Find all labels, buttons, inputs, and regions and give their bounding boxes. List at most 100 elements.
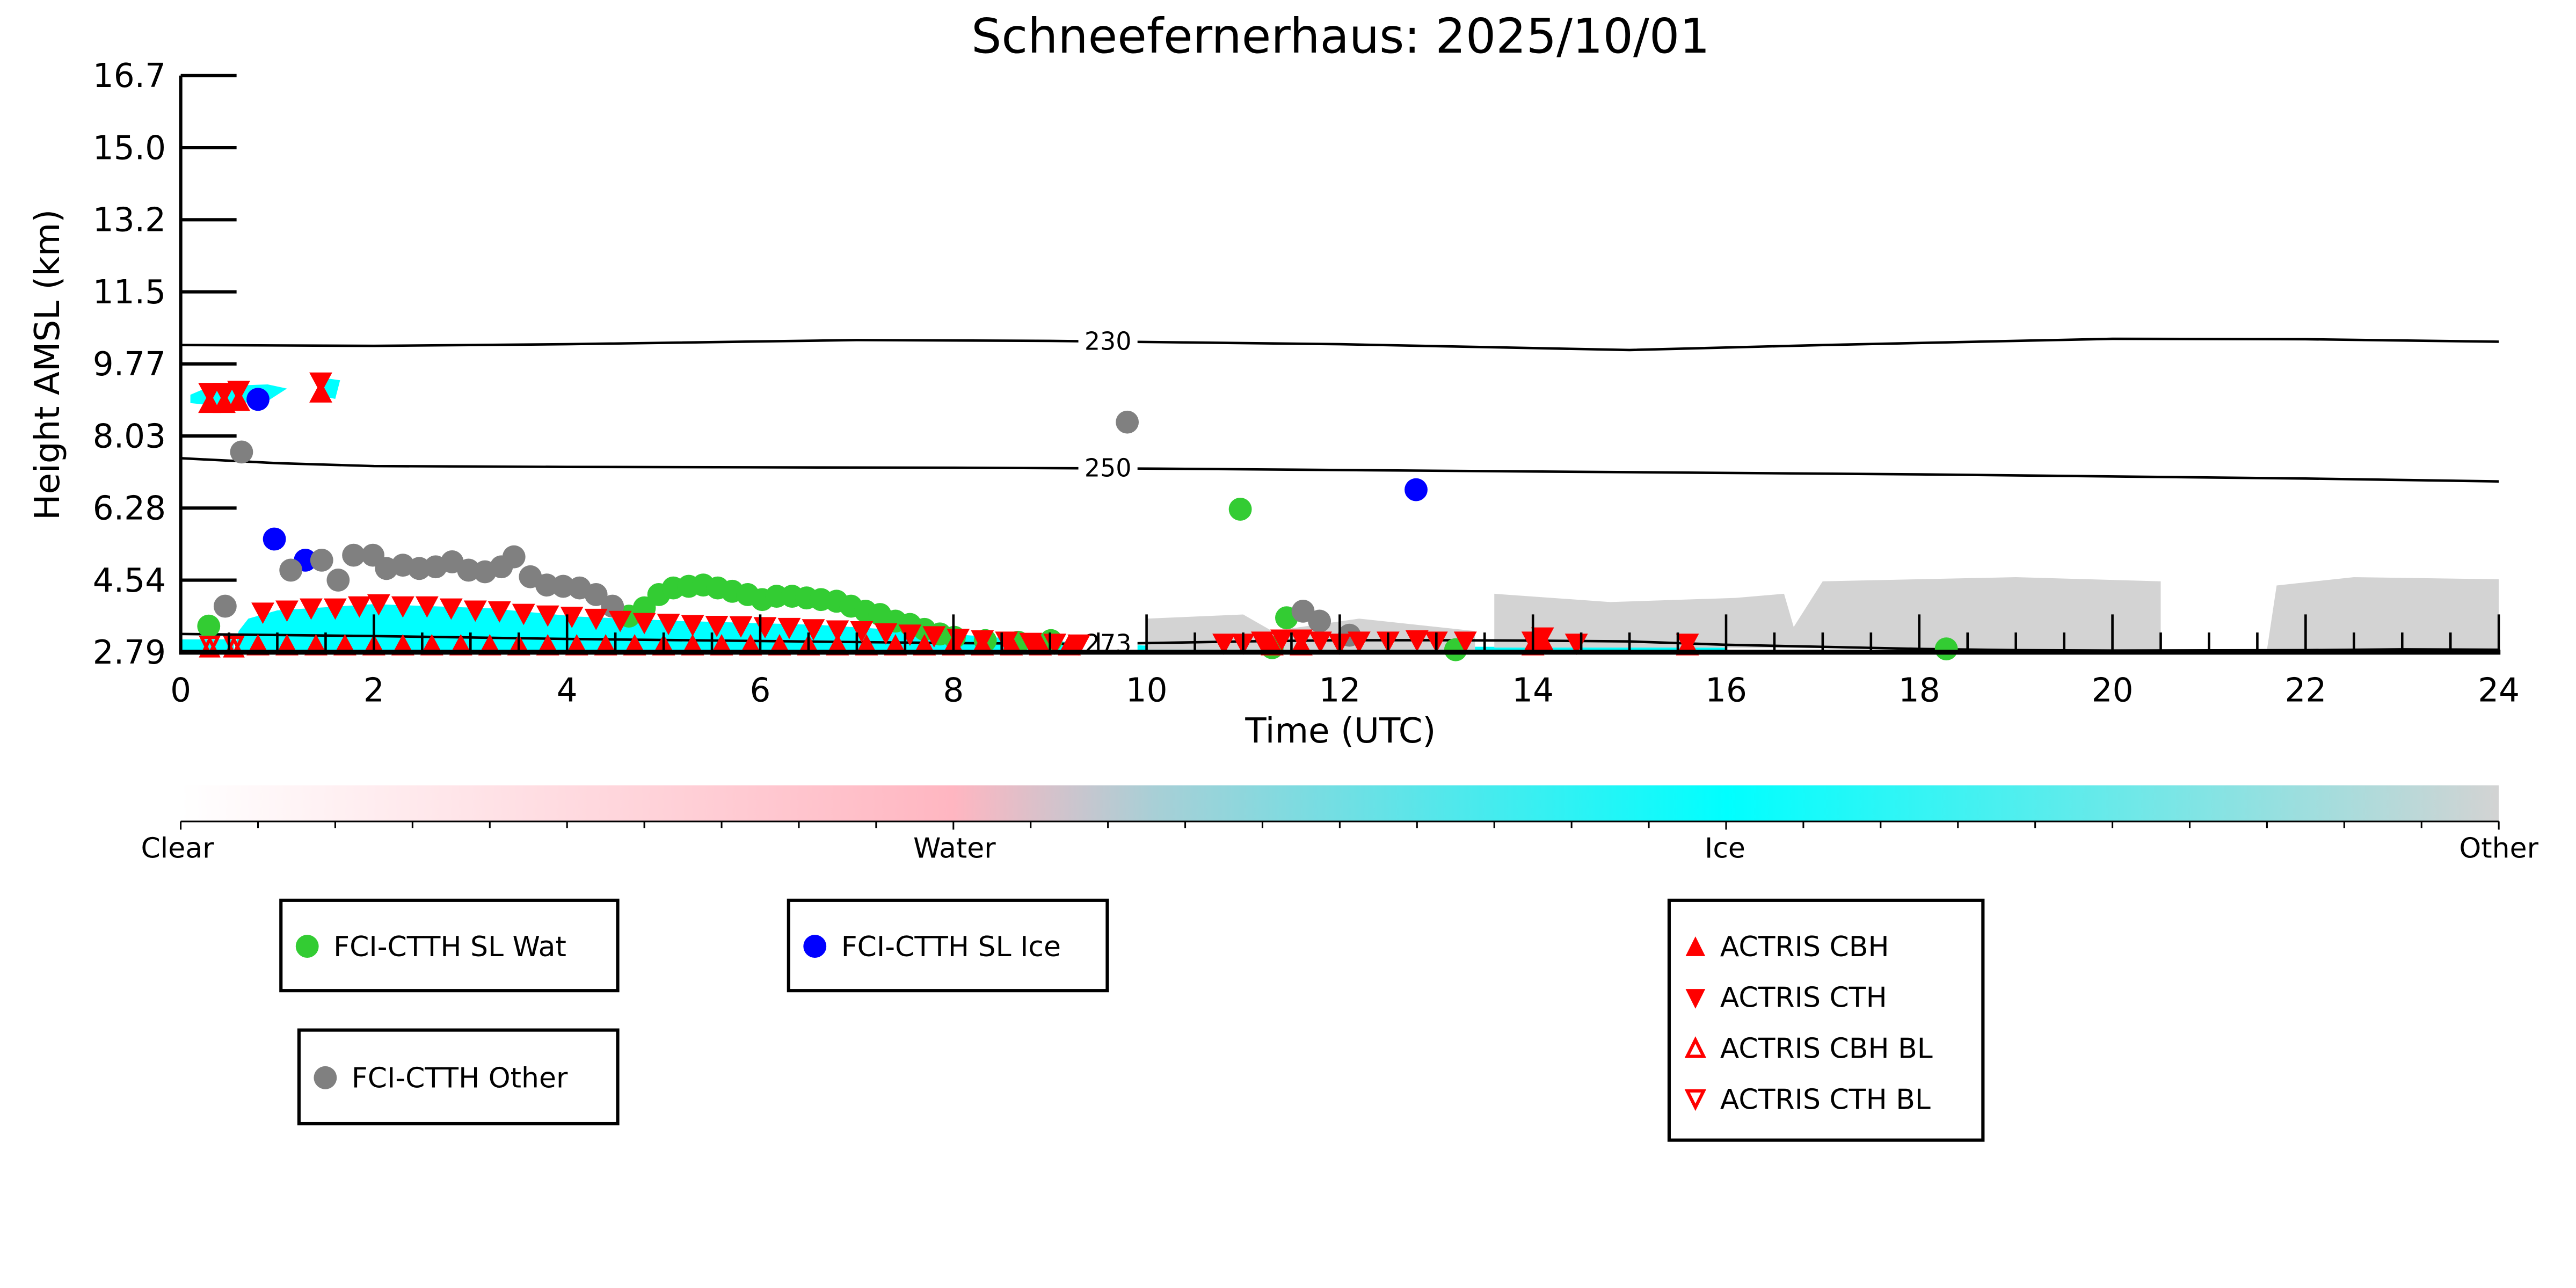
x-tick-label: 16 <box>1705 672 1747 710</box>
point-actris-cth <box>1347 631 1371 653</box>
point-actris-cth <box>391 596 414 618</box>
point-fci-ctth-other <box>1116 410 1139 434</box>
point-fci-ctth-sl-ice <box>246 388 270 411</box>
legend-marker-ice <box>803 935 827 958</box>
point-actris-cth <box>971 630 994 652</box>
point-fci-ctth-other <box>342 543 366 567</box>
x-tick-label: 22 <box>2284 672 2326 710</box>
y-tick-label: 6.28 <box>93 490 166 528</box>
point-actris-cth <box>512 603 535 625</box>
x-tick-label: 10 <box>1126 672 1168 710</box>
point-actris-cth <box>922 626 946 648</box>
y-axis-title: Height AMSL (km) <box>27 209 68 520</box>
point-actris-cth <box>415 596 439 618</box>
point-actris-cth <box>802 619 825 641</box>
fill-region-other <box>1494 577 2161 650</box>
x-tick-label: 24 <box>2478 672 2520 710</box>
y-tick-label: 11.5 <box>93 273 166 311</box>
fill-region-other <box>2267 577 2499 650</box>
point-actris-cth <box>584 608 608 630</box>
point-actris-cth <box>705 616 729 637</box>
contour-line-230 <box>180 337 2499 352</box>
colorbar: Clear Water Ice Other <box>141 785 2539 864</box>
y-tick-label: 8.03 <box>93 417 166 455</box>
legend-label-cbh-bl: ACTRIS CBH BL <box>1720 1033 1933 1065</box>
colorbar-label-other: Other <box>2459 832 2538 864</box>
x-tick-label: 14 <box>1512 672 1554 710</box>
point-actris-cth <box>463 600 487 622</box>
point-actris-cth <box>1405 630 1429 652</box>
contour-line-250 <box>180 457 2499 483</box>
point-actris-cth <box>324 598 347 620</box>
point-actris-cth <box>309 372 332 394</box>
y-tick-label: 13.2 <box>93 201 166 239</box>
point-fci-ctth-other <box>230 440 253 464</box>
legend-wat: FCI-CTTH SL Wat <box>279 898 620 993</box>
legend-ice: FCI-CTTH SL Ice <box>787 898 1109 993</box>
point-fci-ctth-other <box>584 583 608 606</box>
point-actris-cth <box>898 624 922 646</box>
legend-label-cth: ACTRIS CTH <box>1720 982 1887 1014</box>
point-fci-ctth-sl-wat <box>1228 497 1252 521</box>
point-actris-cth <box>657 614 680 635</box>
point-actris-cth <box>1453 631 1477 653</box>
point-actris-cth <box>536 605 559 627</box>
y-tick-label: 16.7 <box>93 57 166 95</box>
point-actris-cth <box>874 623 898 645</box>
point-actris-cth <box>1290 629 1313 651</box>
point-fci-ctth-other <box>213 594 237 618</box>
point-actris-cth-bl <box>199 636 221 658</box>
contour-label-bg <box>1078 455 1138 482</box>
colorbar-ticks <box>180 820 2500 830</box>
point-actris-cth <box>608 610 632 632</box>
legend-label-wat: FCI-CTTH SL Wat <box>333 931 566 963</box>
point-fci-ctth-other <box>279 558 303 582</box>
x-tick-label: 2 <box>363 672 384 710</box>
point-actris-cth <box>1019 632 1043 654</box>
y-tick-label: 15.0 <box>93 129 166 167</box>
point-actris-cth <box>347 596 371 618</box>
point-fci-ctth-sl-wat <box>1934 637 1958 661</box>
x-tick-label: 20 <box>2092 672 2134 710</box>
point-actris-cth <box>1067 634 1091 656</box>
point-actris-cth <box>300 598 323 620</box>
legend-label-other: FCI-CTTH Other <box>352 1063 568 1095</box>
point-fci-ctth-other <box>535 573 558 597</box>
point-actris-cth <box>850 621 874 643</box>
point-fci-ctth-other <box>310 548 333 572</box>
contour-label: 250 <box>1085 454 1132 483</box>
point-actris-cth <box>439 598 463 620</box>
legend-marker-cbh <box>1685 936 1706 956</box>
x-tick-label: 18 <box>1898 672 1940 710</box>
y-tick-label: 2.79 <box>93 634 166 672</box>
point-actris-cth <box>227 381 250 403</box>
x-tick-label: 4 <box>557 672 578 710</box>
plot-area: 2302502732.794.546.288.039.7711.513.215.… <box>93 57 2520 709</box>
x-tick-label: 12 <box>1319 672 1360 710</box>
point-actris-cth <box>1676 634 1699 656</box>
point-actris-cth <box>729 616 753 638</box>
point-actris-cth <box>1212 634 1235 656</box>
point-actris-cth <box>1251 631 1274 653</box>
legend-other: FCI-CTTH Other <box>297 1028 620 1126</box>
legend-marker-cbh-bl <box>1684 1036 1707 1058</box>
point-actris-cth <box>275 600 299 622</box>
point-actris-cth <box>1270 629 1293 651</box>
point-actris-cth <box>681 615 704 637</box>
point-actris-cth <box>1308 631 1332 653</box>
colorbar-label-clear: Clear <box>141 832 214 864</box>
point-actris-cth <box>632 613 656 635</box>
legend-label-ice: FCI-CTTH SL Ice <box>841 931 1061 963</box>
point-actris-cth <box>251 602 274 624</box>
contour-label: 230 <box>1085 326 1132 355</box>
legend-actris: ACTRIS CBH ACTRIS CTH ACTRIS CBH BL ACTR… <box>1667 898 1985 1142</box>
x-axis-title: Time (UTC) <box>1245 711 1436 751</box>
y-tick-label: 4.54 <box>93 562 166 600</box>
point-actris-cth <box>487 601 511 623</box>
point-actris-cth <box>213 383 236 404</box>
legend-marker-cth <box>1685 989 1706 1009</box>
colorbar-label-water: Water <box>913 832 996 864</box>
legend-marker-cth-bl <box>1684 1089 1707 1111</box>
chart-title: Schneefernerhaus: 2025/10/01 <box>971 9 1710 64</box>
legend-label-cth-bl: ACTRIS CTH BL <box>1720 1083 1931 1116</box>
